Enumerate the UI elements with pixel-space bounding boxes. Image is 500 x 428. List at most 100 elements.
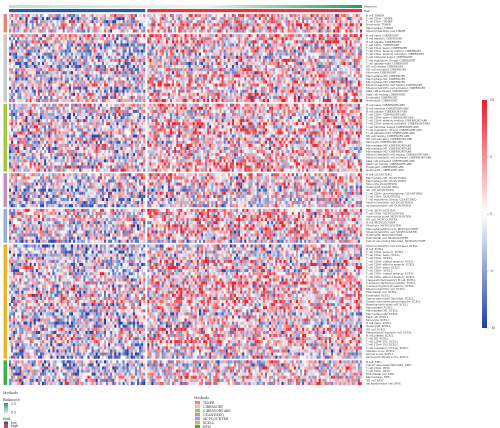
- row-label: Myeloid dendritic cell_XCELL: [366, 287, 405, 291]
- row-label: Endothelial cell_EPIC: [366, 372, 395, 376]
- row-label: T cell follicular helper_CIBERSORT-ABS: [366, 125, 419, 129]
- heatmap-row: [9, 92, 363, 96]
- risk-low-bar: [9, 9, 146, 13]
- row-label: B cell_XCELL: [366, 247, 384, 251]
- row-label: Neutrophil_CIBERSORT: [366, 98, 398, 102]
- methods-legend-label: QUANTISEQ: [203, 413, 224, 417]
- row-label: T cell CD4+ naive_CIBERSORT: [366, 46, 408, 50]
- heatmap-row: [9, 337, 363, 341]
- methods-legend-label: TIMER: [203, 401, 215, 405]
- heatmap-row: [9, 266, 363, 270]
- heatmap-row: [9, 182, 363, 186]
- row-label: B cell plasma_CIBERSORT: [366, 40, 401, 44]
- row-label: NK cell_MCPCOUNTER: [366, 218, 399, 222]
- row-label: B cell memory_CIBERSORT: [366, 37, 403, 41]
- row-label: T cell CD4+ naive_XCELL: [366, 253, 400, 257]
- row-label: uncharacterized cell_EPIC: [366, 381, 401, 385]
- row-label: T cell CD8+ effector memory_XCELL: [366, 275, 415, 279]
- risk-legend-swatch: [4, 424, 8, 428]
- row-label: Granulocyte-monocyte progenitor_XCELL: [366, 299, 421, 303]
- heatmap-row: [9, 68, 363, 72]
- row-label: Myeloid dendritic cell resting_CIBERSORT: [366, 83, 423, 87]
- row-label: Monocyte_MCPCOUNTER: [366, 224, 402, 228]
- methods-legend-swatch: [195, 409, 200, 413]
- heatmap-row: [9, 201, 363, 205]
- methods-legend-label: CIBERSORT-ABS: [203, 409, 231, 413]
- row-label: T cell CD4+ Th1_XCELL: [366, 340, 398, 344]
- method-sidebar-timer: [3, 14, 7, 33]
- risk-legend-title: Risk: [3, 417, 11, 421]
- heatmap-row: [9, 239, 363, 243]
- heatmap-row: [9, 208, 363, 212]
- row-label: Myeloid dendritic cell resting_CIBERSORT…: [366, 153, 429, 157]
- heatmap-row: [9, 324, 363, 328]
- heatmap-row: [9, 89, 363, 93]
- row-label: Monocyte_CIBERSORT: [366, 71, 397, 75]
- heatmap-row: [9, 293, 363, 297]
- heatmap-row: [9, 146, 363, 151]
- row-label: T cell CD8+ naive_XCELL: [366, 265, 400, 269]
- heatmap-row: [9, 103, 363, 107]
- heatmap-row: [9, 221, 363, 225]
- row-label: Neutrophil_QUANTISEQ: [366, 185, 399, 189]
- row-label: Neutrophil_TIMER: [366, 23, 392, 27]
- row-label: T cell_MCPCOUNTER: [366, 208, 396, 212]
- heatmap-row: [9, 119, 363, 123]
- risk-high-bar: [147, 9, 362, 13]
- methods-legend-title: Methods: [194, 396, 209, 400]
- heatmap-row: [9, 278, 363, 282]
- color-scale-tick-label: -5: [490, 269, 493, 273]
- heatmap-row: [9, 162, 363, 166]
- heatmap-row: [9, 360, 363, 364]
- methods-legend-swatch: [195, 401, 200, 405]
- heatmap-row: [9, 352, 363, 356]
- row-label: T cell CD4+ memory activated_CIBERSORT-A…: [366, 122, 430, 126]
- heatmap-row: [9, 296, 363, 301]
- riskscore-annotation-bar: [9, 5, 362, 8]
- row-label: Eosinophil_XCELL: [366, 293, 391, 297]
- row-label: B cell_QUANTISEQ: [366, 173, 392, 177]
- heatmap-row: [9, 83, 363, 87]
- heatmap-row: [9, 185, 363, 189]
- heatmap-row: [9, 40, 363, 44]
- heatmap-row: [9, 253, 363, 257]
- methods-legend-swatch: [195, 425, 200, 428]
- row-label: T cell CD4+ memory_XCELL: [366, 250, 404, 254]
- heatmap-row: [9, 349, 363, 353]
- heatmap-row: [9, 224, 363, 228]
- row-label: T cell CD8+_QUANTISEQ: [366, 194, 400, 198]
- heatmap-row: [9, 159, 363, 163]
- heatmap-row: [9, 355, 363, 359]
- heatmap-row: [9, 340, 363, 344]
- heatmap-row: [9, 236, 363, 240]
- heatmap-row: [9, 58, 363, 62]
- heatmap-row: [9, 211, 363, 216]
- row-label: B cell plasma_XCELL: [366, 333, 394, 337]
- heatmap-row: [9, 227, 363, 231]
- heatmap-row: [9, 52, 363, 56]
- row-label: Cancer associated fibroblast_MCPCOUNTER: [366, 239, 426, 243]
- row-label: stroma score_XCELL: [366, 352, 394, 356]
- heatmap-row: [9, 156, 363, 160]
- heatmap-row: [9, 112, 363, 117]
- row-label: Myeloid dendritic cell activated_CIBERSO…: [366, 86, 426, 90]
- heatmap-row: [9, 269, 363, 273]
- heatmap-row: [9, 17, 363, 21]
- heatmap-row: [9, 143, 363, 147]
- row-label: T cell gamma delta_CIBERSORT: [366, 61, 409, 65]
- row-label: Macrophage M0_CIBERSORT-ABS: [366, 143, 412, 147]
- row-label: T cell CD8+_CIBERSORT-ABS: [366, 112, 406, 116]
- row-label: T cell CD4+ memory resting_CIBERSORT: [366, 49, 421, 53]
- row-label: Common myeloid progenitor_XCELL: [366, 284, 414, 288]
- heatmap-row: [9, 150, 363, 154]
- row-label: T cell follicular helper_CIBERSORT: [366, 55, 413, 59]
- row-label: T cell CD8+_EPIC: [366, 369, 390, 373]
- methods-legend-swatch: [195, 413, 200, 417]
- riskscore-legend-title: Riskscore: [3, 398, 20, 402]
- heatmap-row: [9, 381, 363, 386]
- row-label: Neutrophil_MCPCOUNTER: [366, 233, 403, 237]
- heatmap-row: [9, 284, 363, 288]
- row-label: B cell_EPIC: [366, 360, 381, 364]
- heatmap-row: [9, 309, 363, 313]
